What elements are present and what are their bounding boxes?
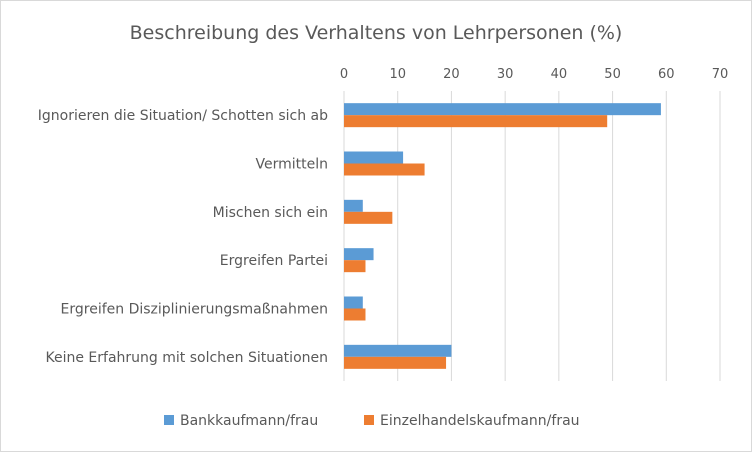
category-labels: Ignorieren die Situation/ Schotten sich … (38, 108, 328, 366)
bar-bankkaufmann (344, 103, 661, 116)
x-tick-label: 40 (551, 67, 568, 82)
bars (344, 103, 661, 369)
x-tick-label: 20 (443, 67, 460, 82)
bar-bankkaufmann (344, 248, 374, 261)
x-tick-label: 0 (340, 67, 348, 82)
category-label: Mischen sich ein (213, 205, 328, 221)
bar-einzelhandelskaufmann (344, 163, 425, 176)
legend-swatch (364, 415, 374, 425)
x-tick-label: 10 (389, 67, 406, 82)
bar-bankkaufmann (344, 296, 363, 309)
legend-label: Einzelhandelskaufmann/frau (380, 413, 580, 429)
legend: Bankkaufmann/frau Einzelhandelskaufmann/f… (164, 413, 580, 429)
gridlines (343, 91, 721, 381)
x-tick-label: 60 (658, 67, 675, 82)
x-tick-label: 50 (604, 67, 621, 82)
bar-einzelhandelskaufmann (344, 356, 447, 369)
bar-bankkaufmann (344, 199, 363, 212)
legend-swatch (164, 415, 174, 425)
category-label: Ergreifen Disziplinierungsmaßnahmen (61, 302, 328, 318)
category-label: Vermitteln (256, 157, 329, 173)
bar-einzelhandelskaufmann (344, 308, 366, 321)
bar-bankkaufmann (344, 344, 452, 357)
bar-einzelhandelskaufmann (344, 260, 366, 273)
category-label: Ignorieren die Situation/ Schotten sich … (38, 108, 328, 124)
bar-einzelhandelskaufmann (344, 115, 608, 128)
x-tick-label: 30 (497, 67, 514, 82)
category-label: Ergreifen Partei (220, 253, 328, 269)
x-tick-label: 70 (712, 67, 729, 82)
legend-label: Bankkaufmann/frau (180, 413, 318, 429)
bar-einzelhandelskaufmann (344, 211, 393, 224)
category-label: Keine Erfahrung mit solchen Situationen (46, 350, 329, 366)
chart-title: Beschreibung des Verhaltens von Lehrpers… (130, 22, 623, 44)
bar-bankkaufmann (344, 151, 404, 164)
x-axis-ticks: 0 10 20 30 40 50 60 70 (340, 67, 728, 82)
